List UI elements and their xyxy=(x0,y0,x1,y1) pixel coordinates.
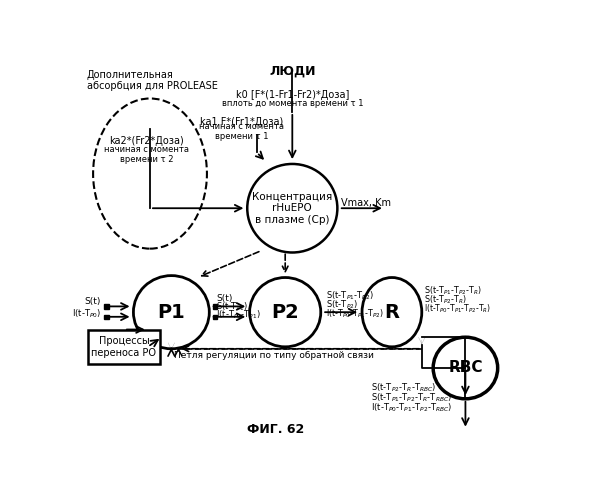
Text: S(t-T$_{P1}$-T$_{P2}$): S(t-T$_{P1}$-T$_{P2}$) xyxy=(326,290,373,302)
Text: k0 [F*(1-Fr1-Fr2)*Доза]: k0 [F*(1-Fr1-Fr2)*Доза] xyxy=(236,90,349,100)
Text: начиная с момента
времени τ 1: начиная с момента времени τ 1 xyxy=(199,122,284,141)
Text: R: R xyxy=(384,302,400,322)
Text: Концентрация
rHuEPO
в плазме (Cp): Концентрация rHuEPO в плазме (Cp) xyxy=(252,192,332,225)
Ellipse shape xyxy=(362,278,422,347)
Text: начиная с момента
времени τ 2: начиная с момента времени τ 2 xyxy=(104,144,189,164)
Text: S(t-T$_{P1}$): S(t-T$_{P1}$) xyxy=(217,300,248,312)
Text: ka2*(Fr2*Доза): ka2*(Fr2*Доза) xyxy=(110,136,184,146)
Bar xyxy=(104,304,109,308)
Text: вплоть до момента времени τ 1: вплоть до момента времени τ 1 xyxy=(222,98,363,108)
Text: RBC: RBC xyxy=(448,360,483,376)
Text: ЛЮДИ: ЛЮДИ xyxy=(269,65,316,78)
Text: Процессы
переноса РО: Процессы переноса РО xyxy=(91,336,157,357)
Bar xyxy=(212,304,217,308)
Ellipse shape xyxy=(433,337,498,399)
Text: S(t-T$_{P2}$-T$_R$-T$_{RBC}$): S(t-T$_{P2}$-T$_R$-T$_{RBC}$) xyxy=(371,382,436,394)
Text: I(t-T$_{P0}$-T$_{P1}$-T$_{P2}$-T$_R$): I(t-T$_{P0}$-T$_{P1}$-T$_{P2}$-T$_R$) xyxy=(424,303,491,316)
Text: S(t): S(t) xyxy=(217,294,233,303)
Text: P1: P1 xyxy=(157,302,185,322)
Ellipse shape xyxy=(247,164,337,252)
Text: I(t-T$_{P0}$): I(t-T$_{P0}$) xyxy=(72,308,101,320)
Text: S(t-T$_{P2}$-T$_R$): S(t-T$_{P2}$-T$_R$) xyxy=(424,293,467,306)
Bar xyxy=(104,315,109,319)
Text: ka1 F*(Fr1*Доза): ka1 F*(Fr1*Доза) xyxy=(200,116,283,126)
Bar xyxy=(212,315,217,319)
Text: S(t): S(t) xyxy=(85,298,101,306)
Text: Vmax, Km: Vmax, Km xyxy=(341,198,391,208)
Text: ФИГ. 62: ФИГ. 62 xyxy=(247,423,304,436)
Ellipse shape xyxy=(250,278,321,347)
Text: Петля регуляции по типу обратной связи: Петля регуляции по типу обратной связи xyxy=(174,351,373,360)
Text: P2: P2 xyxy=(271,302,299,322)
Text: S(t-T$_{P2}$): S(t-T$_{P2}$) xyxy=(326,298,357,310)
Text: S(t-T$_{P1}$-T$_{P2}$-T$_R$): S(t-T$_{P1}$-T$_{P2}$-T$_R$) xyxy=(424,285,482,297)
Ellipse shape xyxy=(133,276,209,349)
Text: S(t-T$_{P1}$-T$_{P2}$-T$_R$-T$_{RBC}$): S(t-T$_{P1}$-T$_{P2}$-T$_R$-T$_{RBC}$) xyxy=(371,392,452,404)
Text: Дополнительная
абсорбция для PROLEASE: Дополнительная абсорбция для PROLEASE xyxy=(87,70,218,92)
Text: I(t-T$_{P0}$-T$_{P1}$): I(t-T$_{P0}$-T$_{P1}$) xyxy=(217,308,261,321)
Text: I(t-T$_{P0}$-T$_{P1}$-T$_{P2}$-T$_{RBC}$): I(t-T$_{P0}$-T$_{P1}$-T$_{P2}$-T$_{RBC}$… xyxy=(371,402,452,414)
Bar xyxy=(88,330,160,364)
Text: I(t-T$_{P0}$-T$_{P1}$-T$_{P2}$): I(t-T$_{P0}$-T$_{P1}$-T$_{P2}$) xyxy=(326,308,384,320)
